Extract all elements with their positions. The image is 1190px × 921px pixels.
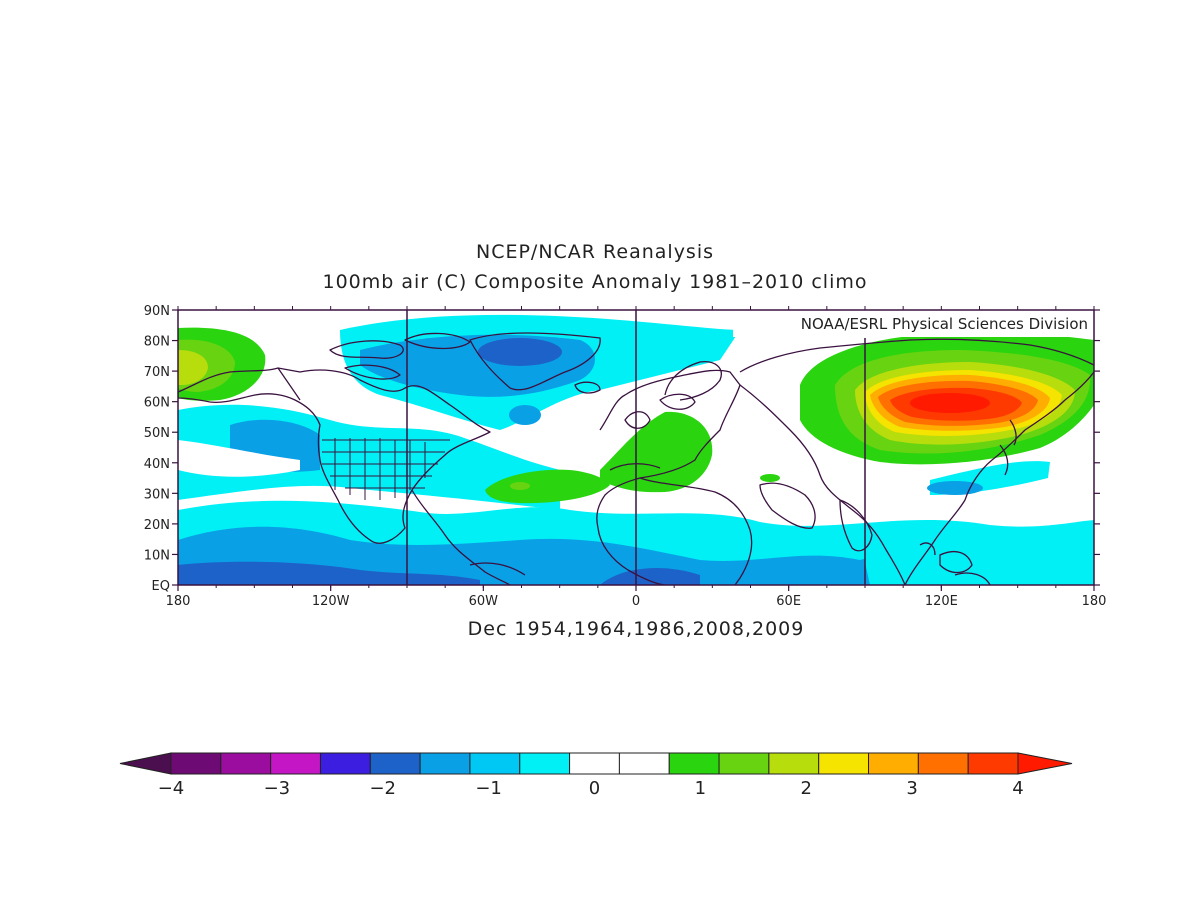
colorbar-swatch xyxy=(319,752,371,775)
colorbar-swatch xyxy=(469,752,521,775)
lon-tick-label: 120E xyxy=(925,594,958,609)
lat-tick-label: EQ xyxy=(152,579,170,594)
colorbar-swatch xyxy=(768,752,820,775)
colorbar-label: 2 xyxy=(801,778,812,799)
positive-anomaly-asia xyxy=(800,332,1094,465)
lon-tick-label: 180 xyxy=(1082,594,1107,609)
positive-anomaly-europe xyxy=(485,411,780,504)
colorbar-label: 0 xyxy=(589,778,600,799)
colorbar-swatch xyxy=(917,752,969,775)
map-subtitle: 100mb air (C) Composite Anomaly 1981–201… xyxy=(322,271,868,293)
colorbar-label: −4 xyxy=(158,778,185,799)
colorbar-swatch xyxy=(967,752,1019,775)
lon-tick-label: 180 xyxy=(166,594,191,609)
colorbar-label: 1 xyxy=(695,778,706,799)
lat-tick-label: 40N xyxy=(144,457,170,472)
lat-tick-label: 90N xyxy=(144,304,170,319)
lat-tick-label: 30N xyxy=(144,487,170,502)
colorbar-label: −3 xyxy=(264,778,291,799)
lat-tick-label: 20N xyxy=(144,518,170,533)
lat-tick-label: 10N xyxy=(144,548,170,563)
longitude-axis: 180 120W 60W 0 60E 120E 180 xyxy=(166,306,1107,609)
latitude-axis: 90N 80N 70N 60N 50N 40N 30N 20N 10N EQ xyxy=(144,304,1100,594)
lat-tick-label: 50N xyxy=(144,426,170,441)
credit-box xyxy=(733,311,1093,337)
lat-tick-label: 80N xyxy=(144,335,170,350)
map-title: NCEP/NCAR Reanalysis xyxy=(475,241,715,263)
colorbar-swatch xyxy=(818,752,870,775)
reference-meridians xyxy=(406,310,866,585)
lat-tick-label: 60N xyxy=(144,396,170,411)
lon-tick-label: 60E xyxy=(776,594,801,609)
colorbar-label: 4 xyxy=(1012,778,1023,799)
lat-tick-label: 70N xyxy=(144,365,170,380)
colorbar-swatch xyxy=(668,752,720,775)
colorbar-swatch xyxy=(569,752,620,775)
colorbar-swatch xyxy=(170,752,222,775)
anomaly-field xyxy=(178,310,1094,585)
us-state-borders xyxy=(322,438,450,500)
colorbar-right-arrow xyxy=(1017,752,1073,775)
colorbar-label: 3 xyxy=(906,778,917,799)
lon-tick-label: 120W xyxy=(312,594,350,609)
colorbar-swatch xyxy=(618,752,670,775)
colorbar-left-arrow xyxy=(119,752,172,775)
colorbar: −4 −3 −2 −1 0 1 2 3 4 xyxy=(119,752,1073,799)
colorbar-swatch xyxy=(868,752,919,775)
colorbar-swatch xyxy=(519,752,571,775)
colorbar-swatch xyxy=(220,752,272,775)
map-caption: Dec 1954,1964,1986,2008,2009 xyxy=(467,618,805,640)
colorbar-swatch xyxy=(270,752,321,775)
colorbar-swatch xyxy=(369,752,421,775)
colorbar-label: −1 xyxy=(475,778,502,799)
colorbar-swatch xyxy=(419,752,471,775)
credit-label: NOAA/ESRL Physical Sciences Division xyxy=(801,315,1088,333)
lon-tick-label: 60W xyxy=(469,594,499,609)
lon-tick-label: 0 xyxy=(632,594,640,609)
colorbar-label: −2 xyxy=(369,778,396,799)
colorbar-swatch xyxy=(718,752,770,775)
